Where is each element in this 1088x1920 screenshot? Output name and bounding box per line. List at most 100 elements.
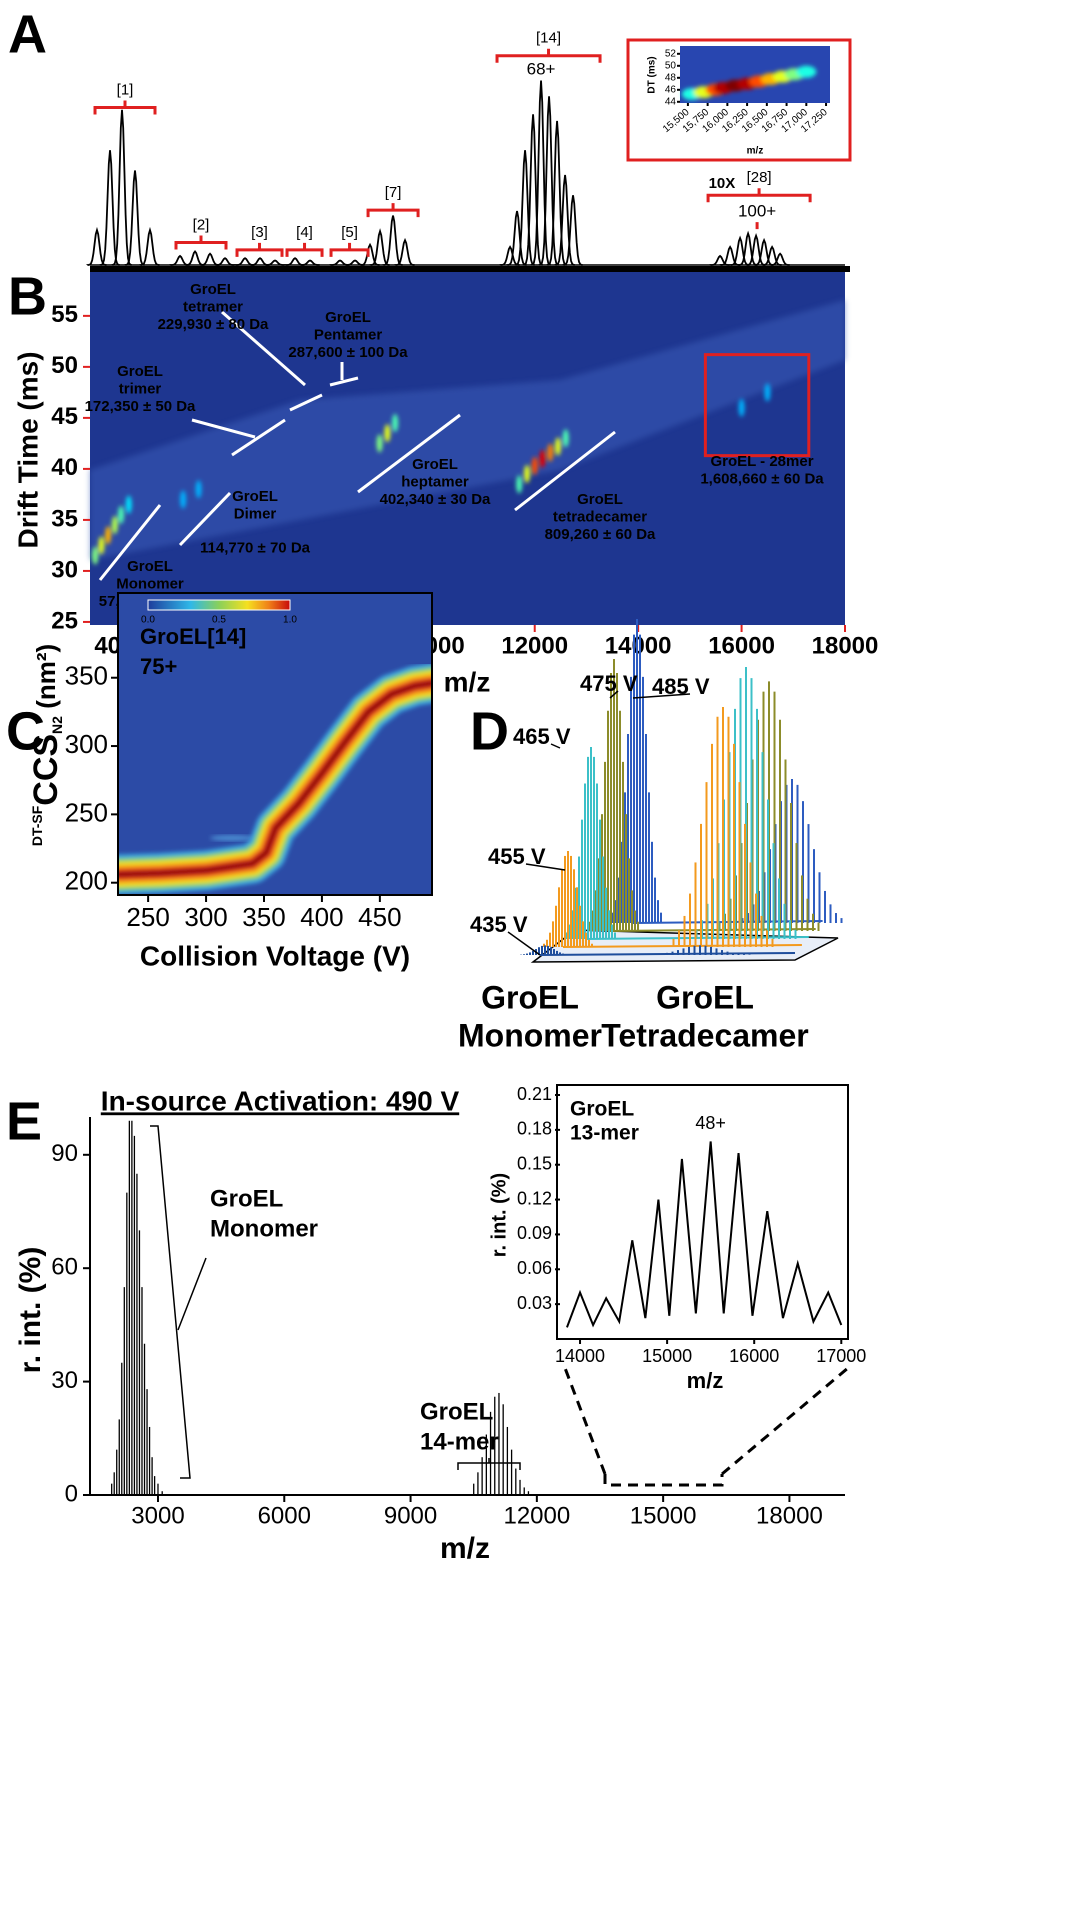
peak xyxy=(719,245,740,266)
panel-letter: A xyxy=(8,4,47,64)
intensity-blob xyxy=(523,465,530,484)
bracket-label: [5] xyxy=(341,224,358,241)
plot-title: GroEL[14] xyxy=(140,624,246,649)
intensity-blob xyxy=(125,495,132,514)
bracket-label: [14] xyxy=(536,30,561,47)
bracket xyxy=(93,100,157,115)
x-tick-label: 15000 xyxy=(642,1346,692,1366)
zoom-line xyxy=(563,1367,607,1475)
leader-line xyxy=(525,863,566,871)
panel-letter: E xyxy=(6,1091,42,1151)
peak xyxy=(562,195,583,266)
x-tick-label: 15000 xyxy=(630,1502,697,1529)
y-tick-label: 48 xyxy=(665,72,677,83)
peak xyxy=(184,250,205,266)
bracket-label: [3] xyxy=(251,224,268,241)
x-axis-label: Collision Voltage (V) xyxy=(140,940,410,971)
species-label: GroEL xyxy=(232,488,278,505)
x-tick-label: 300 xyxy=(184,902,227,932)
group-label: GroEL xyxy=(656,979,754,1015)
x-axis-label: m/z xyxy=(444,666,491,697)
bracket xyxy=(329,242,370,257)
peak xyxy=(554,174,575,266)
species-label: GroEL xyxy=(420,1398,493,1425)
legend-label: 475 V xyxy=(580,671,638,696)
species-label: GroEL xyxy=(190,281,236,298)
heatmap-blobs xyxy=(681,65,817,100)
x-tick-label: 3000 xyxy=(131,1502,184,1529)
intensity-blob xyxy=(384,424,391,443)
species-label: trimer xyxy=(119,380,162,397)
frame xyxy=(117,592,433,896)
x-tick-label: 18000 xyxy=(756,1502,823,1529)
legend-label: 455 V xyxy=(488,844,546,869)
intensity-blob xyxy=(539,449,546,468)
x-tick-label: 16000 xyxy=(708,632,775,659)
bracket-label: [7] xyxy=(385,184,402,201)
intensity-blob xyxy=(764,383,771,402)
leader-line xyxy=(507,931,541,956)
colorbar-tick-label: 0.0 xyxy=(141,615,155,626)
intensity-blob xyxy=(180,490,187,509)
bracket xyxy=(706,188,812,203)
bracket xyxy=(174,235,228,250)
y-tick-label: 60 xyxy=(51,1254,78,1281)
y-tick-label: 44 xyxy=(665,96,677,107)
x-tick-label: 14000 xyxy=(605,632,672,659)
peak xyxy=(753,237,774,266)
label-line xyxy=(231,418,286,457)
spectrum-line xyxy=(566,1141,843,1328)
peak xyxy=(737,230,758,266)
peak xyxy=(199,252,220,266)
intensity-blob xyxy=(796,65,817,78)
y-tick-label: 350 xyxy=(65,661,108,691)
panel-letter: D xyxy=(470,701,509,761)
intensity-blob xyxy=(376,434,383,453)
peak xyxy=(359,242,380,266)
x-axis-label: m/z xyxy=(440,1532,490,1565)
x-tick-label: 16000 xyxy=(729,1346,779,1366)
label-line xyxy=(514,430,616,512)
y-tick-label: 50 xyxy=(51,352,78,379)
intensity-blob xyxy=(118,505,125,524)
peak xyxy=(139,226,160,266)
x-tick-label: 6000 xyxy=(258,1502,311,1529)
y-tick-label: 200 xyxy=(65,866,108,896)
bracket-label: [28] xyxy=(747,169,772,186)
peak xyxy=(506,210,527,266)
plot-title: 75+ xyxy=(140,654,177,679)
group-label: GroEL xyxy=(481,979,579,1015)
bracket-label: [1] xyxy=(117,81,134,98)
species-label: GroEL xyxy=(127,558,173,575)
y-axis-label: DT-SFCCSN2 (nm²) xyxy=(27,644,65,846)
bracket xyxy=(150,1125,191,1479)
inset-title: GroEL xyxy=(570,1098,634,1121)
y-tick-label: 25 xyxy=(51,607,78,634)
bracket xyxy=(495,48,602,63)
y-tick-label: 46 xyxy=(665,84,677,95)
species-label: 172,350 ± 50 Da xyxy=(85,398,196,415)
y-tick-label: 0 xyxy=(65,1480,78,1507)
species-label: Pentamer xyxy=(314,326,383,343)
intensity-blob xyxy=(92,546,99,565)
bracket xyxy=(285,242,324,257)
label-line xyxy=(357,413,461,494)
label-line xyxy=(98,504,162,581)
species-label: 1,608,660 ± 60 Da xyxy=(700,470,824,487)
label-line xyxy=(191,418,256,439)
y-axis-label-part: (nm²) xyxy=(31,644,61,716)
intensity-blob xyxy=(105,526,112,545)
intensity-blob xyxy=(547,443,554,462)
y-axis-label: r. int. (%) xyxy=(488,1173,510,1257)
x-tick-label: 18000 xyxy=(812,632,879,659)
zoom-line xyxy=(721,1366,849,1476)
y-tick-label: 0.06 xyxy=(517,1258,552,1278)
peak xyxy=(522,114,543,266)
peak xyxy=(264,259,285,266)
panel-letter: C xyxy=(6,701,45,761)
label-line xyxy=(178,491,232,547)
intensity-blob xyxy=(531,456,538,475)
x-tick-label: 14000 xyxy=(555,1346,605,1366)
species-label: 402,340 ± 30 Da xyxy=(380,491,491,508)
group-label: Tetradecamer xyxy=(601,1017,809,1053)
